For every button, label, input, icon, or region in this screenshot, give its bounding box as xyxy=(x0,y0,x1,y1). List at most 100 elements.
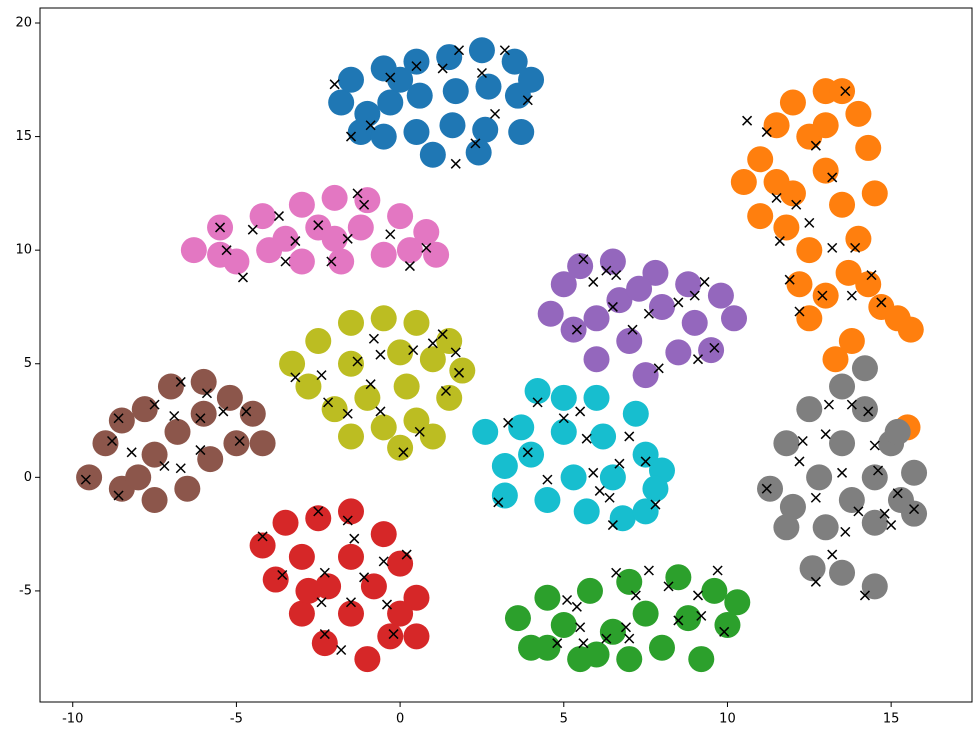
x-marker xyxy=(149,399,160,410)
plot-area xyxy=(76,37,928,673)
point xyxy=(288,543,315,570)
x-marker xyxy=(827,172,838,183)
x-marker xyxy=(365,120,376,131)
point xyxy=(757,475,784,502)
x-marker xyxy=(365,379,376,390)
x-stroke xyxy=(218,406,229,417)
x-stroke xyxy=(470,138,481,149)
x-marker xyxy=(810,140,821,151)
x-marker xyxy=(571,601,582,612)
x-stroke xyxy=(594,485,605,496)
y-tick-label: 10 xyxy=(15,243,32,258)
x-marker xyxy=(345,597,357,608)
x-stroke xyxy=(627,324,638,335)
x-stroke xyxy=(437,329,448,340)
x-stroke xyxy=(80,474,91,485)
x-stroke xyxy=(797,435,808,447)
x-marker xyxy=(827,549,838,560)
x-stroke xyxy=(398,447,409,458)
x-stroke xyxy=(273,211,285,222)
x-stroke xyxy=(643,565,654,576)
x-stroke xyxy=(614,458,625,469)
x-marker xyxy=(437,329,448,340)
x-marker xyxy=(359,572,370,583)
x-marker xyxy=(673,615,684,626)
x-stroke xyxy=(221,245,232,256)
point xyxy=(845,100,872,127)
point xyxy=(599,248,626,275)
point xyxy=(812,282,839,309)
point xyxy=(387,66,414,93)
x-marker xyxy=(552,638,563,649)
x-marker xyxy=(247,224,258,235)
point xyxy=(190,400,217,427)
x-marker xyxy=(290,372,301,383)
x-stroke xyxy=(771,192,782,203)
point xyxy=(799,555,826,582)
x-marker xyxy=(840,86,851,97)
x-stroke xyxy=(909,504,920,515)
x-stroke xyxy=(113,490,124,501)
x-marker xyxy=(712,565,723,576)
point xyxy=(423,241,450,268)
point xyxy=(387,203,414,230)
point xyxy=(387,434,414,461)
x-marker xyxy=(699,276,710,287)
x-stroke xyxy=(699,276,710,287)
point xyxy=(190,368,217,395)
x-marker xyxy=(820,429,831,440)
y-tick-label: 15 xyxy=(15,129,32,144)
x-stroke xyxy=(365,120,376,131)
x-stroke xyxy=(411,61,422,72)
x-marker xyxy=(810,492,821,503)
x-marker xyxy=(692,354,704,365)
x-marker xyxy=(653,363,664,374)
point xyxy=(675,605,702,632)
point xyxy=(648,293,675,320)
x-marker xyxy=(866,270,877,281)
x-marker xyxy=(859,590,870,601)
x-stroke xyxy=(827,549,838,560)
x-marker xyxy=(892,488,903,499)
point xyxy=(387,550,414,577)
x-marker xyxy=(404,261,415,272)
y-tick-label: 0 xyxy=(24,470,32,485)
x-marker xyxy=(450,347,461,358)
point xyxy=(829,430,856,457)
x-stroke xyxy=(149,399,160,410)
point xyxy=(747,146,774,173)
x-stroke xyxy=(326,256,337,267)
point xyxy=(370,414,397,441)
x-stroke xyxy=(588,276,599,287)
point xyxy=(508,119,535,146)
x-marker xyxy=(336,644,347,656)
x-stroke xyxy=(558,413,569,424)
x-marker xyxy=(696,610,707,621)
x-stroke xyxy=(850,242,861,253)
x-marker xyxy=(175,376,186,387)
x-marker xyxy=(273,211,285,222)
x-marker xyxy=(823,399,834,410)
point xyxy=(305,328,332,355)
point xyxy=(897,316,924,343)
x-stroke xyxy=(234,435,245,447)
point xyxy=(796,237,823,264)
x-marker xyxy=(853,506,864,517)
point xyxy=(279,350,306,377)
x-stroke xyxy=(408,345,419,356)
x-marker xyxy=(650,499,661,510)
x-marker xyxy=(692,590,704,601)
point xyxy=(550,271,577,298)
x-marker xyxy=(791,199,802,210)
point xyxy=(779,493,806,520)
point xyxy=(829,78,856,105)
point xyxy=(632,498,659,525)
x-tick-label: -10 xyxy=(62,712,83,727)
point xyxy=(786,271,813,298)
point xyxy=(419,423,446,450)
x-stroke xyxy=(640,456,651,467)
point xyxy=(550,418,577,445)
x-marker xyxy=(352,356,363,367)
point xyxy=(901,500,928,527)
